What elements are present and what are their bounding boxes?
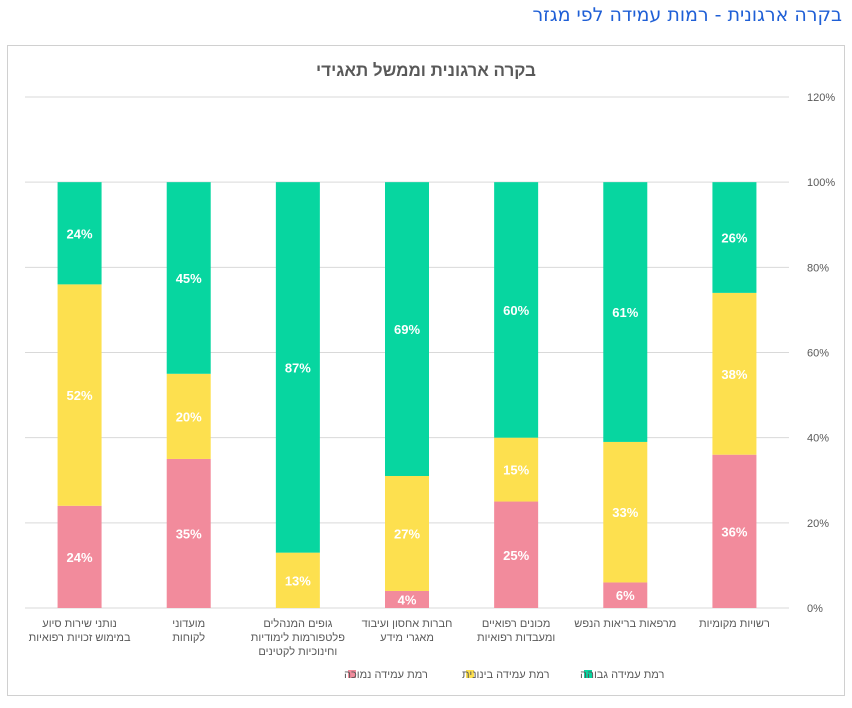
chart-frame: בקרה ארגונית וממשל תאגידי 36% 38% 26% 6% 33%… [7, 45, 845, 696]
bar-segment [57, 284, 102, 506]
data-label: 45% [176, 271, 202, 286]
category-label: גופים המנהלים [263, 617, 332, 630]
y-tick-label: 20% [807, 518, 829, 530]
chart-title: בקרה ארגונית וממשל תאגידי [316, 61, 536, 80]
data-label: 15% [503, 463, 529, 478]
bar-segment [57, 505, 102, 608]
data-label: 69% [394, 322, 420, 337]
bar-segment [385, 590, 429, 608]
y-axis-ticks: 0% 20% 40% 60% 80% 100% 120% [807, 92, 835, 615]
data-label: 24% [67, 226, 93, 241]
bar-segment [712, 292, 757, 455]
data-label: 24% [67, 550, 93, 565]
legend-label: רמת עמידה נמוכה [344, 669, 428, 681]
y-tick-label: 120% [807, 92, 835, 104]
data-label: 36% [721, 524, 747, 539]
bar-segment [603, 441, 648, 583]
legend-swatch [584, 670, 592, 678]
category-label: פלטפורמות לימודיות [251, 631, 345, 644]
category-label: מאגרי מידע [380, 632, 434, 644]
bar-segment [385, 475, 429, 591]
category-labels: רשויות מקומיות מרפאות בריאות הנפש מכונים ר… [29, 617, 770, 658]
data-label: 20% [176, 409, 202, 424]
category-label: מועדוני [172, 618, 205, 630]
bar-segment [166, 373, 211, 459]
y-tick-label: 80% [807, 262, 829, 274]
bar-segment [275, 182, 320, 553]
legend-swatch [466, 670, 474, 678]
bar-segment [494, 437, 539, 502]
data-label: 52% [67, 388, 93, 403]
bar-segment [57, 182, 102, 285]
data-label: 87% [285, 360, 311, 375]
stacked-bar-chart: בקרה ארגונית וממשל תאגידי 36% 38% 26% 6% 33%… [25, 61, 835, 681]
data-label: 38% [721, 367, 747, 382]
bar-segment [494, 501, 539, 608]
data-label: 13% [285, 573, 311, 588]
category-label: חברות אחסון ועיבוד [362, 618, 453, 630]
bar-segment [712, 454, 757, 608]
page-title: בקרה ארגונית - רמות עמידה לפי מגזר [532, 4, 842, 26]
legend: רמת עמידה גבוהה רמת עמידה בינונית רמת עמיד… [344, 669, 664, 681]
y-tick-label: 40% [807, 433, 829, 445]
category-label: מרפאות בריאות הנפש [574, 618, 676, 630]
legend-label: רמת עמידה בינונית [462, 669, 549, 681]
data-label: 26% [721, 231, 747, 246]
bar-segment [712, 182, 757, 293]
category-label: רשויות מקומיות [699, 618, 770, 630]
bar-segment [275, 552, 320, 608]
data-label: 27% [394, 526, 420, 541]
legend-swatch [348, 670, 356, 678]
data-label: 33% [612, 505, 638, 520]
category-label: נותני שירות סיוע [42, 618, 117, 630]
bar-segment [166, 182, 211, 374]
bar-segment [385, 182, 429, 476]
y-tick-label: 100% [807, 177, 835, 189]
data-label: 6% [616, 588, 635, 603]
bar-segment [494, 182, 539, 438]
y-tick-label: 0% [807, 603, 823, 615]
category-label: לקוחות [172, 631, 205, 644]
data-label: 61% [612, 305, 638, 320]
data-label: 4% [398, 592, 417, 607]
legend-label: רמת עמידה גבוהה [580, 669, 664, 681]
category-label: מכונים רפואיים [482, 618, 551, 630]
bar-segment [603, 182, 648, 442]
bar-segment [166, 458, 211, 608]
data-label: 25% [503, 548, 529, 563]
category-label: וחינוכיות לקטינים [258, 645, 337, 658]
category-label: ומעבדות רפואיות [477, 632, 555, 644]
y-tick-label: 60% [807, 348, 829, 360]
data-label: 60% [503, 303, 529, 318]
category-label: במימוש זכויות רפואיות [29, 632, 131, 644]
data-label: 35% [176, 526, 202, 541]
bar-segment [603, 582, 648, 608]
bars: 36% 38% 26% 6% 33% 61% 25% 15% 60% 4% 27% 69% 13% 87%… [57, 182, 757, 608]
